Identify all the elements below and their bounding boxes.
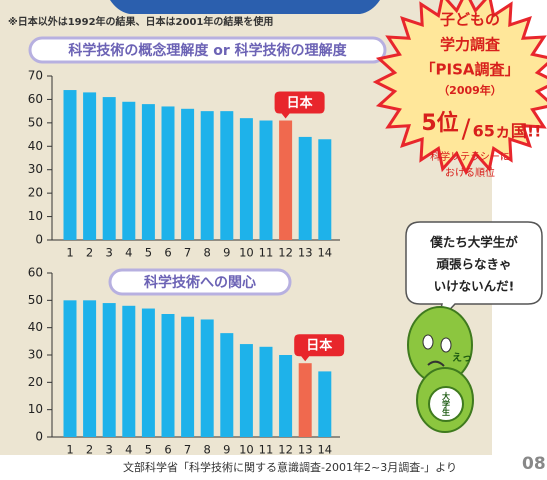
x-tick-label: 1 <box>66 443 73 457</box>
badge-line: 学力調査 <box>440 36 501 54</box>
y-tick-label: 30 <box>28 348 43 362</box>
speech-line: 頑張らなきゃ <box>435 257 511 272</box>
chart-title: 科学技術への関心 <box>144 274 256 291</box>
x-tick-label: 2 <box>86 246 93 260</box>
speech-line: 僕たち大学生が <box>429 235 518 250</box>
bar <box>260 121 273 240</box>
bar <box>103 97 116 240</box>
bar <box>181 317 194 437</box>
bar <box>162 106 175 240</box>
bar <box>201 319 214 437</box>
x-tick-label: 12 <box>278 246 293 260</box>
character-eye <box>441 338 451 352</box>
y-tick-label: 40 <box>28 139 43 153</box>
x-tick-label: 8 <box>204 443 211 457</box>
y-tick-label: 50 <box>28 293 43 307</box>
y-tick-label: 50 <box>28 115 43 129</box>
bar <box>122 306 135 437</box>
header-banner <box>110 0 380 14</box>
bar <box>181 109 194 240</box>
bar <box>83 92 96 240</box>
y-tick-label: 60 <box>28 266 43 280</box>
annotation: 日本 <box>306 338 332 354</box>
x-tick-label: 10 <box>239 443 254 457</box>
page-number: 08 <box>522 454 546 474</box>
x-tick-label: 6 <box>164 443 171 457</box>
x-tick-label: 10 <box>239 246 254 260</box>
badge-slash: / <box>462 115 471 145</box>
bar <box>142 309 155 437</box>
bar <box>142 104 155 240</box>
x-tick-label: 4 <box>125 246 132 260</box>
badge-caption: おける順位 <box>445 166 495 179</box>
bar <box>220 111 233 240</box>
bar <box>279 355 292 437</box>
x-tick-label: 14 <box>317 443 332 457</box>
annotation: 日本 <box>287 95 313 111</box>
note: ※日本以外は1992年の結果、日本は2001年の結果を使用 <box>8 15 273 28</box>
bar <box>240 118 253 240</box>
x-tick-label: 13 <box>298 443 313 457</box>
x-tick-label: 14 <box>317 246 332 260</box>
badge-caption: 科学リテラシーに <box>430 150 510 163</box>
y-tick-label: 10 <box>28 402 43 416</box>
y-tick-label: 20 <box>28 186 43 200</box>
page: ※日本以外は1992年の結果、日本は2001年の結果を使用 文部科学省「科学技術… <box>0 0 547 480</box>
bar <box>122 102 135 240</box>
bar <box>279 121 292 240</box>
x-tick-label: 11 <box>259 443 274 457</box>
source: 文部科学省「科学技術に関する意識調査-2001年2~3月調査-」より <box>123 460 457 474</box>
y-tick-label: 70 <box>28 69 43 83</box>
badge-line: （2009年） <box>438 83 502 97</box>
x-tick-label: 7 <box>184 443 191 457</box>
bar <box>260 347 273 437</box>
character-eye <box>423 335 433 349</box>
x-tick-label: 5 <box>145 246 152 260</box>
x-tick-label: 9 <box>223 443 230 457</box>
bar <box>299 137 312 240</box>
x-tick-label: 8 <box>204 246 211 260</box>
x-tick-label: 6 <box>164 246 171 260</box>
y-tick-label: 20 <box>28 375 43 389</box>
bar <box>64 90 77 240</box>
bar <box>83 300 96 437</box>
x-tick-label: 4 <box>125 443 132 457</box>
badge-line: 子どもの <box>440 11 500 29</box>
x-tick-label: 2 <box>86 443 93 457</box>
x-tick-label: 3 <box>106 443 113 457</box>
y-tick-label: 40 <box>28 320 43 334</box>
bar <box>201 111 214 240</box>
x-tick-label: 1 <box>66 246 73 260</box>
bar <box>318 371 331 437</box>
bar <box>299 363 312 437</box>
x-tick-label: 7 <box>184 246 191 260</box>
character-exclamation: えっ <box>452 352 472 364</box>
bar <box>64 300 77 437</box>
bar <box>318 139 331 240</box>
y-tick-label: 10 <box>28 209 43 223</box>
bar <box>103 303 116 437</box>
bar <box>240 344 253 437</box>
y-tick-label: 60 <box>28 92 43 106</box>
badge-rank: 5位 <box>421 110 458 136</box>
badge-line: 「PISA調査」 <box>421 61 520 79</box>
y-tick-label: 0 <box>35 233 43 247</box>
character-label: 大学生 <box>442 391 451 417</box>
x-tick-label: 5 <box>145 443 152 457</box>
badge-total: 65ヵ国!! <box>473 122 542 141</box>
x-tick-label: 12 <box>278 443 293 457</box>
x-tick-label: 11 <box>259 246 274 260</box>
x-tick-label: 3 <box>106 246 113 260</box>
bar <box>220 333 233 437</box>
speech-line: いけないんだ! <box>434 279 515 294</box>
y-tick-label: 0 <box>35 430 43 444</box>
y-tick-label: 30 <box>28 162 43 176</box>
x-tick-label: 13 <box>298 246 313 260</box>
bar <box>162 314 175 437</box>
x-tick-label: 9 <box>223 246 230 260</box>
chart-title: 科学技術の概念理解度 or 科学技術の理解度 <box>68 42 347 59</box>
